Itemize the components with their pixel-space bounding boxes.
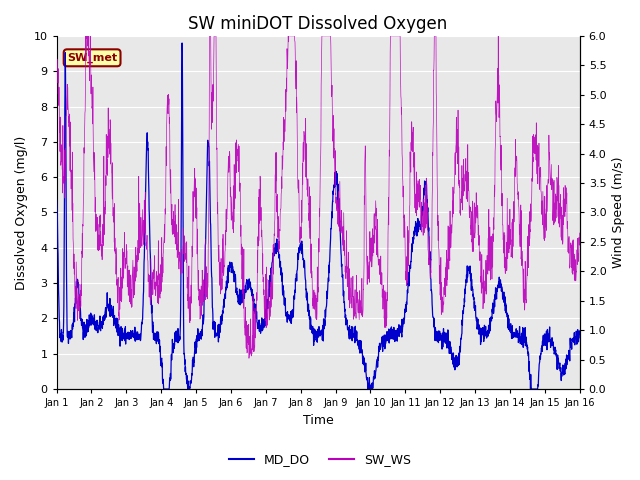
Y-axis label: Wind Speed (m/s): Wind Speed (m/s): [612, 157, 625, 268]
Legend: MD_DO, SW_WS: MD_DO, SW_WS: [224, 448, 416, 471]
Y-axis label: Dissolved Oxygen (mg/l): Dissolved Oxygen (mg/l): [15, 135, 28, 289]
Text: SW_met: SW_met: [67, 53, 117, 63]
X-axis label: Time: Time: [303, 414, 333, 427]
Title: SW miniDOT Dissolved Oxygen: SW miniDOT Dissolved Oxygen: [189, 15, 448, 33]
